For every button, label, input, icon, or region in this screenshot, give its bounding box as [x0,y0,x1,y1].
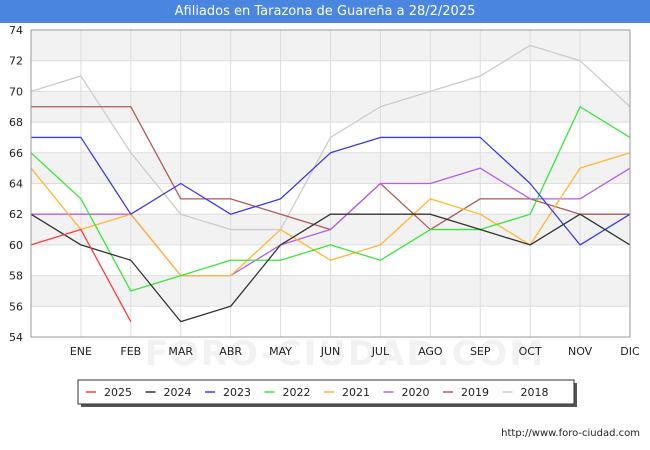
x-tick-label: OCT [519,345,542,358]
series-line-2024 [30,213,631,323]
x-tick-label: AGO [418,345,443,358]
y-tick-label: 72 [9,55,23,68]
y-tick-label: 74 [9,24,23,37]
x-axis-ticks: ENE FEB MAR ABR MAY JUN JUL AGO SEP OCT NOV DIC [70,345,640,358]
x-tick-label: FEB [120,345,141,358]
plot-frame [30,29,631,338]
y-tick-label: 70 [9,85,23,98]
legend-label-2021: 2021 [342,386,370,399]
y-axis-ticks: 54 56 58 60 62 64 66 68 70 72 74 [9,24,23,344]
y-tick-label: 66 [9,147,23,160]
x-tick-label: SEP [470,345,491,358]
legend-label-2024: 2024 [164,386,192,399]
legend-label-2019: 2019 [461,386,489,399]
series-line-2023 [31,136,631,246]
series-line-2018 [30,44,631,231]
y-tick-label: 62 [9,208,23,221]
legend-label-2025: 2025 [104,386,132,399]
x-tick-label: MAR [168,345,193,358]
chart-title: Afiliados en Tarazona de Guareña a 28/2/… [0,0,650,23]
y-tick-label: 58 [9,270,23,283]
watermark: FORO-CIUDAD.COM [145,334,546,374]
legend-label-2018: 2018 [521,386,549,399]
x-tick-label: JUL [371,345,390,358]
legend-label-2020: 2020 [402,386,430,399]
legend: 2025 2024 2023 2022 2021 2020 2019 2018 [77,379,577,407]
x-tick-label: DIC [620,345,640,358]
x-tick-label: NOV [568,345,593,358]
y-tick-label: 60 [9,239,23,252]
source-credit: http://www.foro-ciudad.com [501,428,640,439]
y-tick-label: 64 [9,178,23,191]
y-tick-label: 68 [9,116,23,129]
legend-label-2023: 2023 [223,386,251,399]
legend-label-2022: 2022 [283,386,311,399]
series-lines [30,44,631,323]
x-tick-label: ABR [219,345,242,358]
y-tick-label: 56 [9,300,23,313]
x-tick-label: JUN [320,345,341,358]
series-line-2022 [30,106,631,292]
y-tick-label: 54 [9,331,23,344]
x-tick-label: ENE [70,345,92,358]
series-line-2025 [30,228,132,322]
x-tick-label: MAY [269,345,292,358]
